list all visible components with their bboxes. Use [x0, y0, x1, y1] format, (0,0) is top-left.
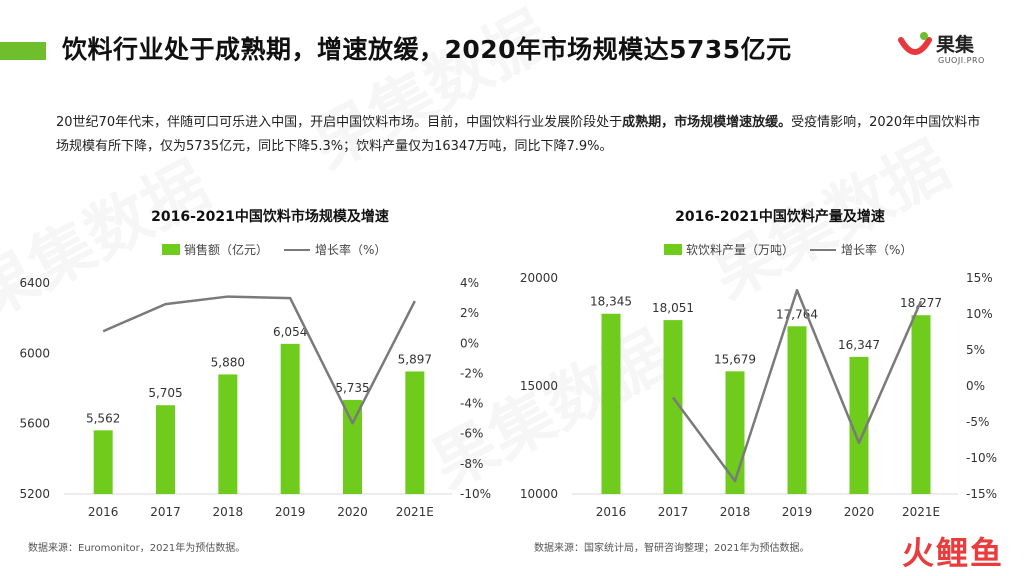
y-right-tick-label: -10%	[460, 487, 491, 501]
brand-logo: 果集 GUOJI.PRO	[898, 28, 1008, 70]
x-tick-label: 2019	[782, 505, 813, 519]
bar	[663, 320, 683, 494]
bar-value-label: 5,562	[86, 411, 120, 425]
title-accent-bar	[0, 42, 46, 60]
chart-1-legend: 销售额（亿元） 增长率（%）	[162, 241, 386, 258]
bar	[911, 315, 931, 494]
y-right-tick-label: 5%	[966, 343, 985, 357]
chart-2-source: 数据来源：国家统计局，智研咨询整理；2021年为预估数据。	[534, 543, 810, 554]
chart-1-legend-bar-label: 销售额（亿元）	[184, 243, 269, 257]
x-tick-label: 2020	[337, 505, 368, 519]
bar	[343, 399, 362, 494]
y-left-tick-label: 5200	[19, 487, 50, 501]
chart-1-legend-line-label: 增长率（%）	[315, 243, 387, 257]
bar-value-label: 5,705	[148, 386, 182, 400]
x-tick-label: 2017	[150, 505, 181, 519]
x-tick-label: 2018	[720, 505, 751, 519]
y-left-tick-label: 5600	[19, 417, 50, 431]
y-right-tick-label: 10%	[966, 307, 993, 321]
y-right-tick-label: -8%	[460, 457, 483, 471]
x-tick-label: 2019	[275, 505, 306, 519]
bar	[156, 405, 175, 494]
bar-value-label: 15,679	[714, 352, 756, 366]
y-right-tick-label: 15%	[966, 271, 993, 285]
logo-subtitle: GUOJI.PRO	[938, 56, 985, 65]
y-left-tick-label: 10000	[520, 487, 558, 501]
y-right-tick-label: -5%	[966, 415, 989, 429]
logo-name: 果集	[936, 34, 975, 56]
bar-value-label: 18,051	[652, 301, 694, 315]
y-right-tick-label: 2%	[460, 306, 479, 320]
y-right-tick-label: -15%	[966, 487, 997, 501]
y-left-tick-label: 15000	[520, 379, 558, 393]
y-right-tick-label: 0%	[460, 336, 479, 350]
bar	[93, 430, 113, 494]
intro-text-bold: 成熟期，市场规模增速放缓。	[622, 115, 792, 130]
bar-value-label: 5,735	[335, 381, 369, 395]
x-tick-label: 2018	[213, 505, 244, 519]
corner-watermark: 火鲤鱼	[901, 534, 1004, 572]
bar-value-label: 6,054	[273, 325, 307, 339]
bar-value-label: 5,897	[398, 352, 432, 366]
y-left-tick-label: 6400	[19, 276, 50, 290]
growth-rate-line	[671, 288, 923, 483]
y-right-tick-label: -2%	[460, 366, 483, 380]
bar-value-label: 16,347	[838, 338, 880, 352]
intro-text-2: 受疫情影响，2020年中国饮料市场规模有所下降，仅为5735亿元，同比下降5.3…	[56, 115, 981, 154]
bar-value-label: 17,764	[776, 307, 818, 321]
bar	[218, 374, 238, 494]
y-left-tick-label: 20000	[520, 271, 558, 285]
x-tick-label: 2021E	[396, 505, 434, 519]
y-right-tick-label: 4%	[460, 276, 479, 290]
chart-2-legend: 软饮料产量（万吨） 增长率（%）	[664, 241, 912, 258]
bar-value-label: 5,880	[211, 355, 245, 369]
x-tick-label: 2016	[596, 505, 627, 519]
legend-bar-swatch	[664, 244, 682, 255]
chart-2-legend-line-label: 增长率（%）	[841, 243, 913, 257]
bar	[849, 356, 869, 494]
bar	[787, 326, 807, 494]
intro-text-1: 20世纪70年代末，伴随可口可乐进入中国，开启中国饮料市场。目前，中国饮料行业发…	[56, 115, 623, 130]
logo-mark-icon	[898, 32, 932, 55]
y-right-tick-label: -4%	[460, 397, 483, 411]
bar-value-label: 18,345	[590, 295, 632, 309]
x-tick-label: 2016	[88, 505, 119, 519]
page-title: 饮料行业处于成熟期，增速放缓，2020年市场规模达5735亿元	[62, 35, 792, 64]
y-right-tick-label: 0%	[966, 379, 985, 393]
y-right-tick-label: -6%	[460, 427, 483, 441]
x-tick-label: 2021E	[902, 505, 940, 519]
chart-2-legend-bar-label: 软饮料产量（万吨）	[686, 243, 795, 257]
x-tick-label: 2017	[658, 505, 689, 519]
bar	[405, 371, 425, 494]
legend-line-swatch	[810, 248, 837, 251]
x-tick-label: 2020	[844, 505, 875, 519]
bar	[725, 371, 745, 494]
legend-bar-swatch	[162, 244, 180, 255]
chart-1-source: 数据来源：Euromonitor，2021年为预估数据。	[28, 543, 246, 554]
y-right-tick-label: -10%	[966, 451, 997, 465]
bar	[280, 343, 300, 494]
legend-line-swatch	[284, 248, 311, 251]
growth-rate-line	[102, 295, 416, 425]
intro-paragraph: 20世纪70年代末，伴随可口可乐进入中国，开启中国饮料市场。目前，中国饮料行业发…	[56, 111, 986, 159]
chart-2-title: 2016-2021中国饮料产量及增速	[675, 209, 885, 225]
chart-1-title: 2016-2021中国饮料市场规模及增速	[151, 209, 389, 225]
bar	[601, 313, 621, 494]
y-left-tick-label: 6000	[19, 346, 50, 360]
